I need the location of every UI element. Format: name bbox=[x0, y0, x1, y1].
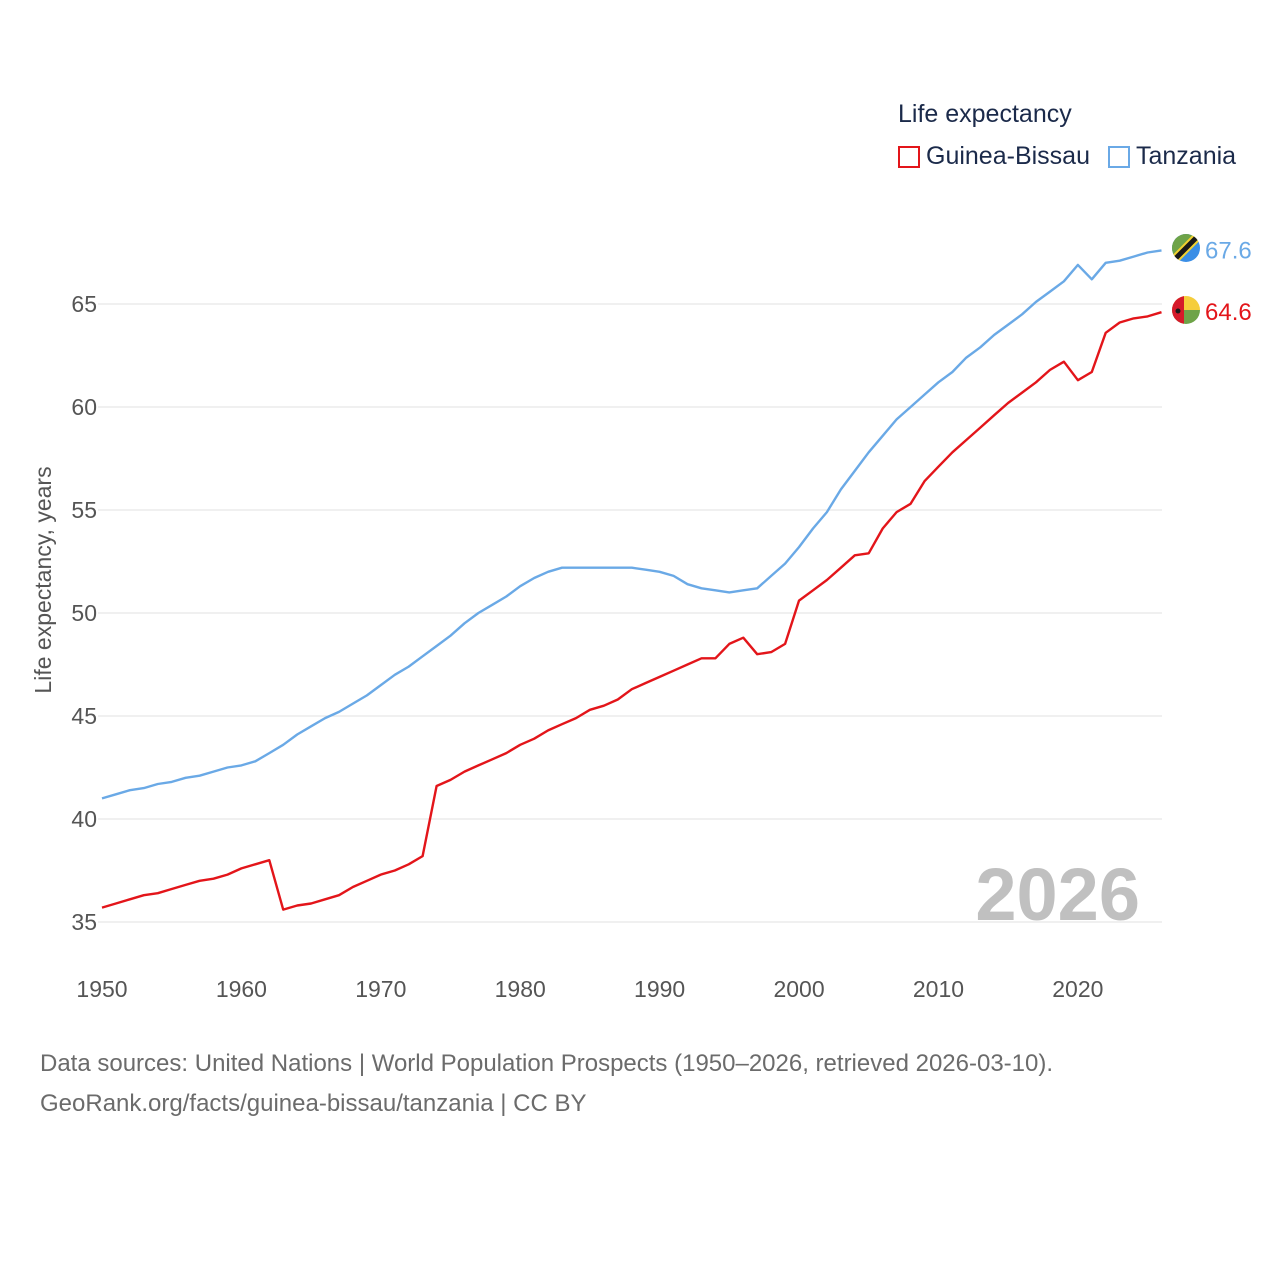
x-tick-label: 2000 bbox=[773, 976, 824, 1002]
tanzania-flag-icon bbox=[1172, 234, 1200, 262]
end-label-tanzania: 67.6 bbox=[1205, 237, 1252, 264]
legend-swatch-guinea-bissau bbox=[898, 145, 920, 168]
series-lines bbox=[101, 249, 1162, 911]
x-axis-ticks: 1950 1960 1970 1980 1990 2000 2010 2020 bbox=[76, 976, 1103, 1002]
guinea-bissau-flag-icon bbox=[1172, 296, 1200, 324]
source-note: Data sources: United Nations | World Pop… bbox=[40, 1044, 1053, 1124]
source-line-data: Data sources: United Nations | World Pop… bbox=[40, 1050, 1054, 1077]
legend: Guinea-Bissau Tanzania bbox=[898, 142, 1254, 171]
legend-label-tanzania: Tanzania bbox=[1135, 142, 1237, 170]
x-tick-label: 2010 bbox=[913, 976, 964, 1002]
legend-item-tanzania[interactable]: Tanzania bbox=[1107, 142, 1237, 171]
y-tick-label: 60 bbox=[71, 394, 97, 420]
legend-label-guinea-bissau: Guinea-Bissau bbox=[926, 142, 1090, 170]
y-tick-label: 65 bbox=[71, 291, 97, 317]
y-tick-label: 35 bbox=[71, 909, 97, 935]
end-labels: 64.6 67.6 bbox=[1205, 237, 1252, 326]
x-tick-label: 1970 bbox=[355, 976, 406, 1002]
grid-lines bbox=[98, 303, 1162, 923]
x-tick-label: 2020 bbox=[1052, 976, 1103, 1002]
flag-markers bbox=[1172, 234, 1200, 324]
y-tick-label: 45 bbox=[71, 703, 97, 729]
end-label-guinea-bissau: 64.6 bbox=[1205, 299, 1252, 326]
year-watermark: 2026 bbox=[975, 853, 1140, 936]
x-tick-label: 1960 bbox=[216, 976, 267, 1002]
y-tick-label: 55 bbox=[71, 497, 97, 523]
series-line-guinea-bissau bbox=[101, 311, 1162, 911]
legend-swatch-tanzania bbox=[1107, 145, 1130, 168]
legend-title: Life expectancy bbox=[898, 100, 1072, 128]
x-tick-label: 1990 bbox=[634, 976, 685, 1002]
series-line-tanzania bbox=[101, 249, 1162, 800]
x-tick-label: 1980 bbox=[495, 976, 546, 1002]
y-axis-label: Life expectancy, years bbox=[30, 466, 56, 693]
legend-item-guinea-bissau[interactable]: Guinea-Bissau bbox=[898, 142, 1090, 171]
y-tick-label: 50 bbox=[71, 600, 97, 626]
y-tick-label: 40 bbox=[71, 806, 97, 832]
x-tick-label: 1950 bbox=[76, 976, 127, 1002]
y-axis-ticks: 35 40 45 50 55 60 65 bbox=[71, 291, 97, 935]
source-line-url[interactable]: GeoRank.org/facts/guinea-bissau/tanzania… bbox=[40, 1090, 587, 1117]
